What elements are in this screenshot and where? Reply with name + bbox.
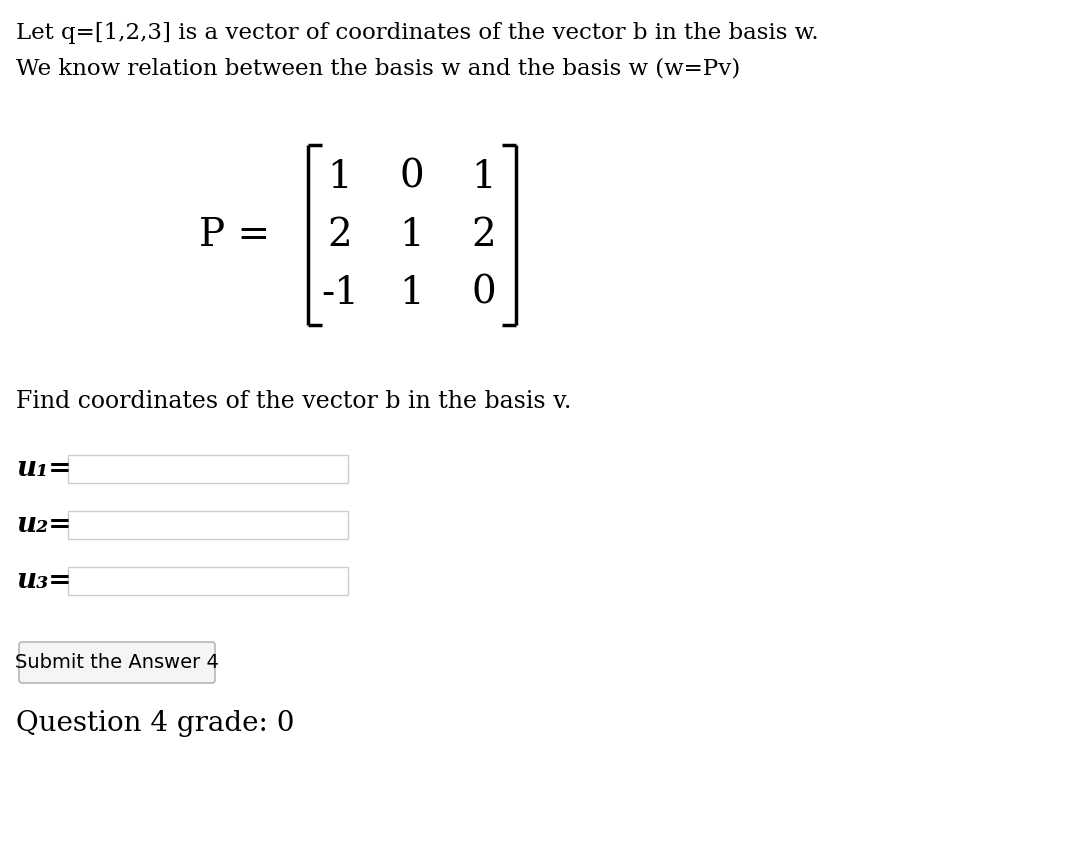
Text: 0: 0 [472,274,497,311]
Text: 0: 0 [400,158,425,195]
Text: -1: -1 [321,274,359,311]
FancyBboxPatch shape [68,567,348,595]
Text: u₃=: u₃= [16,568,71,594]
Text: 1: 1 [328,158,353,195]
Text: 1: 1 [400,274,425,311]
Text: Question 4 grade: 0: Question 4 grade: 0 [16,710,295,737]
Text: 1: 1 [400,217,425,254]
Text: 2: 2 [472,217,497,254]
Text: P =: P = [199,217,270,254]
Text: 2: 2 [328,217,353,254]
FancyBboxPatch shape [68,511,348,539]
Text: 1: 1 [472,158,496,195]
Text: u₂=: u₂= [16,512,71,538]
Text: u₁=: u₁= [16,456,71,482]
Text: Let q=[1,2,3] is a vector of coordinates of the vector b in the basis w.: Let q=[1,2,3] is a vector of coordinates… [16,22,819,44]
FancyBboxPatch shape [68,455,348,483]
Text: We know relation between the basis w and the basis w (w=Pv): We know relation between the basis w and… [16,58,740,80]
FancyBboxPatch shape [19,642,215,683]
Text: Submit the Answer 4: Submit the Answer 4 [15,653,218,672]
Text: Find coordinates of the vector b in the basis v.: Find coordinates of the vector b in the … [16,390,571,413]
